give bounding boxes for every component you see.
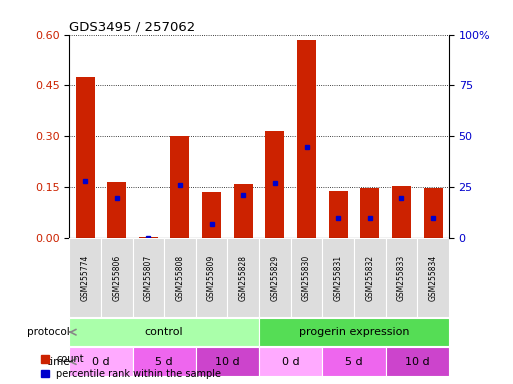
Bar	[424, 188, 443, 238]
Text: 0 d: 0 d	[92, 357, 110, 367]
Text: 5 d: 5 d	[155, 357, 173, 367]
Text: GSM255830: GSM255830	[302, 255, 311, 301]
Text: 5 d: 5 d	[345, 357, 363, 367]
FancyBboxPatch shape	[386, 348, 449, 376]
Legend: count, percentile rank within the sample: count, percentile rank within the sample	[41, 354, 221, 379]
FancyBboxPatch shape	[259, 238, 291, 318]
Text: 10 d: 10 d	[405, 357, 429, 367]
Text: 0 d: 0 d	[282, 357, 300, 367]
FancyBboxPatch shape	[196, 348, 259, 376]
Bar	[265, 131, 284, 238]
Text: time: time	[46, 357, 70, 367]
FancyBboxPatch shape	[69, 348, 132, 376]
Text: control: control	[145, 327, 184, 337]
FancyBboxPatch shape	[69, 318, 259, 346]
Bar	[360, 188, 379, 238]
Bar	[329, 191, 348, 238]
Bar	[139, 237, 158, 238]
Text: GSM255807: GSM255807	[144, 255, 153, 301]
Bar	[392, 185, 411, 238]
Text: GSM255809: GSM255809	[207, 255, 216, 301]
Bar	[297, 40, 316, 238]
Text: GSM255828: GSM255828	[239, 255, 248, 301]
Bar	[202, 192, 221, 238]
Bar	[170, 136, 189, 238]
Text: progerin expression: progerin expression	[299, 327, 409, 337]
Text: protocol: protocol	[27, 327, 70, 337]
Text: 10 d: 10 d	[215, 357, 240, 367]
FancyBboxPatch shape	[322, 348, 386, 376]
Text: GSM255806: GSM255806	[112, 255, 121, 301]
FancyBboxPatch shape	[322, 238, 354, 318]
FancyBboxPatch shape	[291, 238, 322, 318]
Bar	[107, 182, 126, 238]
FancyBboxPatch shape	[259, 348, 322, 376]
Bar	[234, 184, 253, 238]
FancyBboxPatch shape	[132, 348, 196, 376]
Text: GDS3495 / 257062: GDS3495 / 257062	[69, 20, 195, 33]
FancyBboxPatch shape	[196, 238, 227, 318]
FancyBboxPatch shape	[227, 238, 259, 318]
Text: GSM255831: GSM255831	[333, 255, 343, 301]
FancyBboxPatch shape	[259, 318, 449, 346]
Text: GSM255834: GSM255834	[428, 255, 438, 301]
Text: GSM255829: GSM255829	[270, 255, 280, 301]
FancyBboxPatch shape	[386, 238, 417, 318]
FancyBboxPatch shape	[417, 238, 449, 318]
Text: GSM255833: GSM255833	[397, 255, 406, 301]
FancyBboxPatch shape	[354, 238, 386, 318]
FancyBboxPatch shape	[164, 238, 196, 318]
Bar	[75, 77, 94, 238]
FancyBboxPatch shape	[101, 238, 132, 318]
FancyBboxPatch shape	[132, 238, 164, 318]
Text: GSM255774: GSM255774	[81, 255, 90, 301]
Text: GSM255808: GSM255808	[175, 255, 185, 301]
Text: GSM255832: GSM255832	[365, 255, 374, 301]
FancyBboxPatch shape	[69, 238, 101, 318]
